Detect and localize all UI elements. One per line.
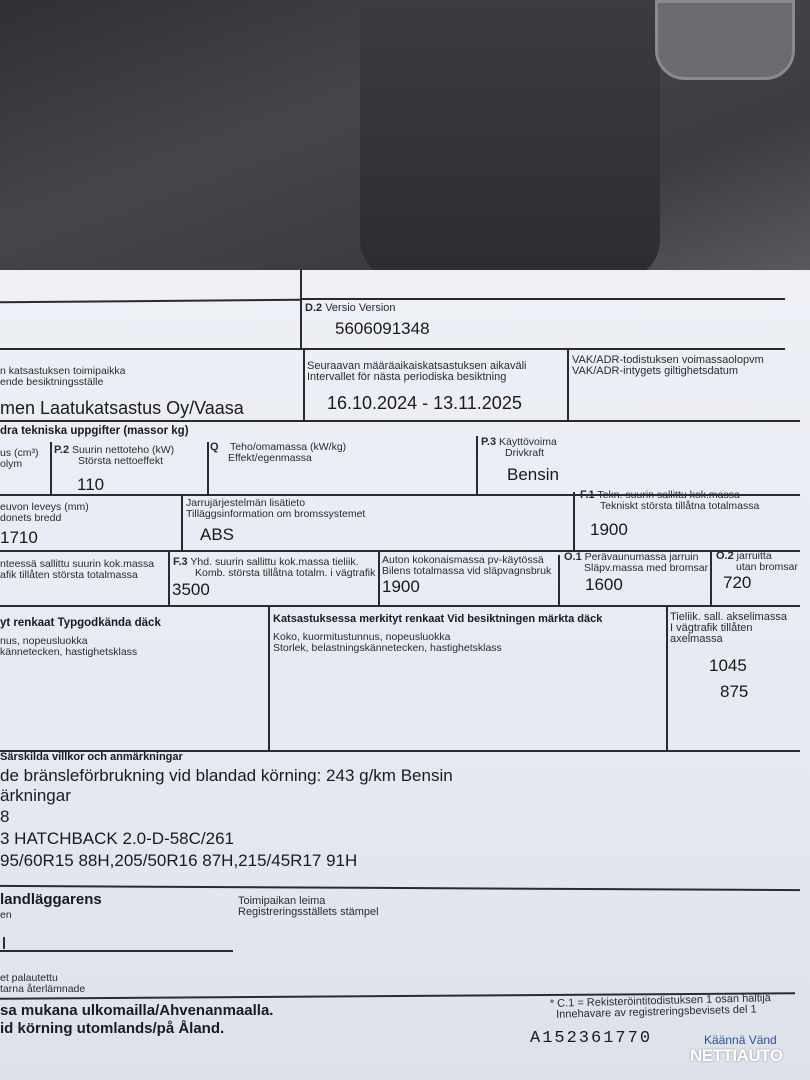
p2-label: P.2 Suurin nettoteho (kW) Största nettoef…	[54, 444, 175, 467]
type-tyres-header: yt renkaat Typgodkända däck	[0, 617, 161, 629]
d2-version-value: 5606091348	[335, 319, 430, 338]
divider	[300, 298, 785, 300]
inspection-place-value: men Laatukatsastus Oy/Vaasa	[0, 398, 244, 418]
divider	[558, 555, 560, 605]
divider	[378, 550, 380, 605]
seat-latch	[655, 0, 795, 80]
returned-label: et palautettu tarna återlämnade	[0, 972, 86, 995]
trailer-total-label: Auton kokonaismassa pv-käytössä Bilens to…	[382, 554, 552, 577]
o2-label: O.2 jarruitta utan bromsar	[716, 550, 798, 573]
o1-value: 1600	[585, 575, 623, 594]
divider	[50, 442, 52, 494]
stamp-label: Toimipaikan leima Registreringsställets s…	[238, 895, 379, 918]
remark-line: de bränsleförbrukning vid blandad körnin…	[0, 766, 453, 785]
d2-label: D.2 Versio Version	[305, 302, 396, 314]
q-label: Q Teho/omamassa (kW/kg) Effekt/egenmassa	[210, 441, 347, 464]
axle-mass-label: Tieliik. sall. akselimassa I vägtrafik ti…	[670, 611, 787, 645]
f1-value: 1900	[590, 520, 628, 539]
divider	[0, 348, 785, 350]
f1-label: F.1 Tekn. suurin sallittu kok.massa Tekni…	[580, 489, 760, 512]
divider	[303, 350, 305, 420]
handler-sub: en	[0, 909, 12, 921]
trailer-total-value: 1900	[382, 577, 420, 596]
next-inspection-value: 16.10.2024 - 13.11.2025	[327, 393, 522, 413]
signature-line	[0, 950, 233, 952]
divider	[666, 605, 668, 751]
axle-mass-value: 1045	[709, 656, 747, 675]
width-label: euvon leveys (mm) donets bredd	[0, 501, 89, 524]
divider	[207, 442, 209, 494]
abroad-notice-fi: sa mukana ulkomailla/Ahvenanmaalla.	[0, 1002, 274, 1019]
divider	[0, 750, 800, 752]
width-value: 1710	[0, 528, 38, 547]
o2-value: 720	[723, 573, 752, 592]
volume-label: us (cm³) olym	[0, 447, 39, 470]
inspection-tyres-header: Katsastuksessa merkityt renkaat Vid besi…	[273, 613, 603, 625]
f3-value: 3500	[172, 580, 210, 599]
f2-label: nteessä sallittu suurin kok.massa afik ti…	[0, 558, 155, 581]
tech-header: dra tekniska uppgifter (massor kg)	[0, 425, 189, 437]
vak-adr-label: VAK/ADR-todistuksen voimassaolopvm VAK/AD…	[572, 354, 764, 377]
p3-value: Bensin	[507, 465, 559, 484]
brake-value: ABS	[200, 525, 235, 544]
divider	[476, 436, 478, 494]
divider	[3, 937, 5, 949]
serial-number: A152361770	[530, 1029, 653, 1048]
divider	[300, 270, 302, 350]
p2-value: 110	[77, 475, 105, 494]
divider	[181, 494, 183, 550]
turn-page-link[interactable]: Käännä Vänd	[704, 1033, 777, 1047]
divider	[168, 550, 170, 605]
remark-line: 95/60R15 88H,205/50R16 87H,215/45R17 91H	[0, 851, 358, 870]
divider	[0, 494, 800, 496]
type-tyres-label: nus, nopeusluokka kännetecken, hastighets…	[0, 635, 138, 658]
axle-mass-value: 875	[720, 682, 749, 701]
abroad-notice-sv: id körning utomlands/på Åland.	[0, 1020, 225, 1037]
p3-label: P.3 Käyttövoima Drivkraft	[481, 436, 557, 459]
remark-line: 8	[0, 807, 10, 826]
divider	[268, 605, 270, 751]
remark-line: ärkningar	[0, 786, 71, 805]
car-seat	[360, 0, 660, 280]
divider	[0, 605, 800, 607]
divider	[0, 550, 800, 552]
remarks-header: Särskilda villkor och anmärkningar	[0, 751, 183, 763]
inspection-place-label: n katsastuksen toimipaikka ende besiktnin…	[0, 365, 126, 388]
handler-header: landläggarens	[0, 891, 102, 908]
f3-label: F.3 Yhd. suurin sallittu kok.massa tieli…	[173, 556, 376, 579]
brake-label: Jarrujärjestelmän lisätieto Tilläggsinfor…	[186, 497, 366, 520]
registration-document	[0, 270, 810, 1080]
divider	[567, 350, 569, 420]
inspection-tyres-label: Koko, kuormitustunnus, nopeusluokka Storl…	[273, 631, 502, 654]
o1-label: O.1 Perävaunumassa jarruin Släpv.massa me…	[564, 551, 709, 574]
divider	[573, 492, 575, 550]
divider	[0, 420, 800, 422]
remark-line: 3 HATCHBACK 2.0-D-58C/261	[0, 829, 234, 848]
nettiauto-watermark: NETTIAUTO	[690, 1046, 783, 1065]
next-inspection-label: Seuraavan määräaikaiskatsastuksen aikavä…	[307, 360, 527, 383]
divider	[710, 550, 712, 605]
